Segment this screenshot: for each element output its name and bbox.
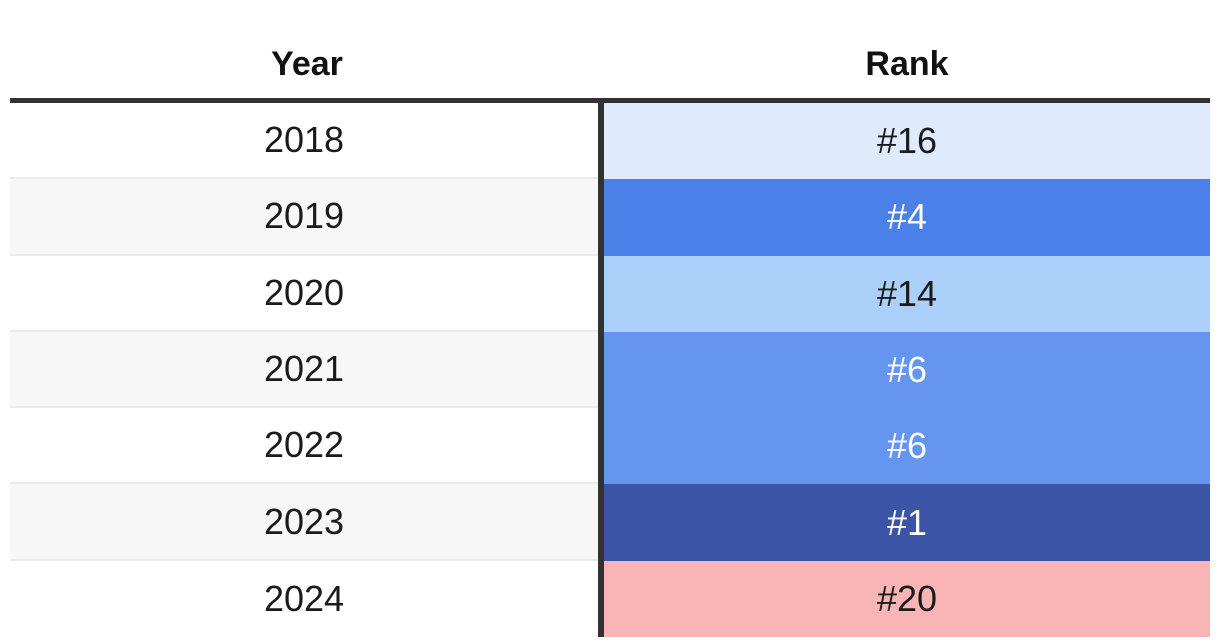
column-divider bbox=[598, 103, 604, 180]
table-row: 2022 #6 bbox=[10, 408, 1210, 485]
column-divider bbox=[598, 255, 604, 332]
year-cell: 2023 bbox=[10, 484, 598, 561]
table-row: 2018 #16 bbox=[10, 103, 1210, 180]
rank-cell: #4 bbox=[604, 179, 1210, 256]
year-cell: 2019 bbox=[10, 179, 598, 256]
year-cell: 2020 bbox=[10, 255, 598, 332]
column-divider bbox=[598, 484, 604, 561]
year-cell: 2018 bbox=[10, 103, 598, 180]
table-header-row: Year Rank bbox=[10, 0, 1210, 103]
table-row: 2024 #20 bbox=[10, 560, 1210, 638]
year-rank-table: Year Rank 2018 #16 2019 #4 2020 #14 2021 bbox=[10, 0, 1210, 638]
column-divider bbox=[598, 331, 604, 409]
rank-cell: #14 bbox=[604, 255, 1210, 332]
column-divider bbox=[598, 408, 604, 485]
table-body: 2018 #16 2019 #4 2020 #14 2021 #6 2022 bbox=[10, 103, 1210, 638]
rank-cell: #20 bbox=[604, 560, 1210, 638]
year-cell: 2024 bbox=[10, 560, 598, 638]
column-divider bbox=[598, 179, 604, 256]
column-header-year: Year bbox=[271, 44, 343, 83]
rank-cell: #1 bbox=[604, 484, 1210, 561]
table-row: 2019 #4 bbox=[10, 179, 1210, 256]
table-row: 2021 #6 bbox=[10, 331, 1210, 409]
rank-cell: #6 bbox=[604, 408, 1210, 485]
year-cell: 2022 bbox=[10, 408, 598, 485]
rank-cell: #16 bbox=[604, 103, 1210, 180]
table-row: 2020 #14 bbox=[10, 255, 1210, 332]
table-row: 2023 #1 bbox=[10, 484, 1210, 561]
column-divider bbox=[598, 560, 604, 638]
column-header-rank: Rank bbox=[865, 44, 949, 83]
year-cell: 2021 bbox=[10, 331, 598, 409]
rank-cell: #6 bbox=[604, 331, 1210, 409]
